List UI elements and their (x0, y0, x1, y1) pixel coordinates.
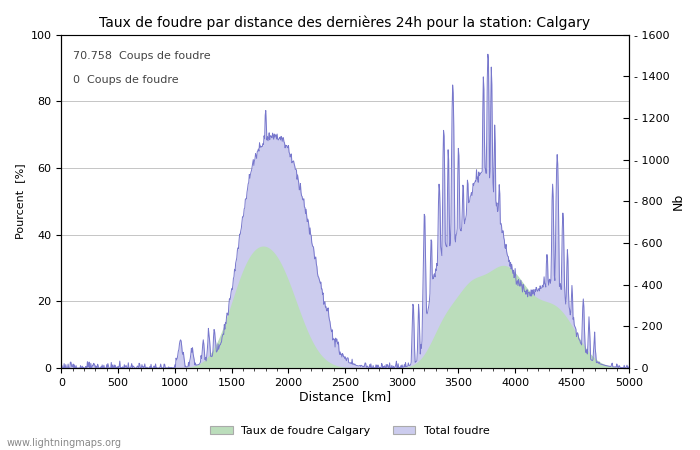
X-axis label: Distance  [km]: Distance [km] (299, 391, 391, 404)
Legend: Taux de foudre Calgary, Total foudre: Taux de foudre Calgary, Total foudre (206, 421, 494, 440)
Text: 70.758  Coups de foudre: 70.758 Coups de foudre (73, 51, 210, 62)
Text: 0  Coups de foudre: 0 Coups de foudre (73, 75, 178, 85)
Text: www.lightningmaps.org: www.lightningmaps.org (7, 438, 122, 448)
Y-axis label: Pourcent  [%]: Pourcent [%] (15, 164, 25, 239)
Title: Taux de foudre par distance des dernières 24h pour la station: Calgary: Taux de foudre par distance des dernière… (99, 15, 591, 30)
Y-axis label: Nb: Nb (672, 193, 685, 210)
